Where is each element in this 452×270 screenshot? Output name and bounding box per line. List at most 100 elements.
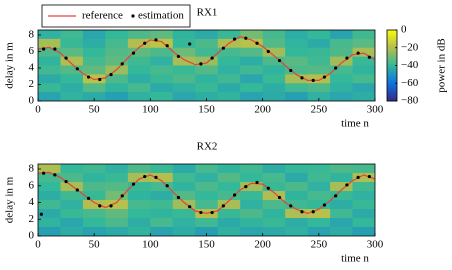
heatmap-cell <box>352 164 375 174</box>
estimation-point <box>345 56 349 60</box>
heatmap-cell <box>105 218 129 228</box>
heatmap-cell <box>262 47 286 58</box>
heatmap-cell <box>172 218 196 228</box>
heatmap-cell <box>307 227 331 236</box>
colorbar-step <box>387 74 397 77</box>
colorbar-step <box>387 53 397 56</box>
y-axis-label: delay in m <box>4 176 16 223</box>
legend-box <box>41 4 191 28</box>
heatmap-cell <box>38 30 61 40</box>
estimation-point <box>154 38 158 42</box>
heatmap-cell <box>195 30 219 40</box>
heatmap-cell <box>195 227 219 236</box>
heatmap-cell <box>285 164 309 174</box>
estimation-point <box>131 51 136 55</box>
heatmap-cell <box>262 65 286 75</box>
colorbar-step <box>387 61 397 65</box>
colorbar-step <box>387 83 397 86</box>
heatmap-cell <box>60 191 84 201</box>
estimation-point <box>131 182 136 186</box>
estimation-point <box>367 55 371 59</box>
estimation-point <box>98 204 102 208</box>
colorbar-step <box>387 31 397 34</box>
x-tick-label: 200 <box>254 239 271 251</box>
heatmap-cell <box>150 227 174 236</box>
estimation-point <box>176 195 181 200</box>
heatmap-cell <box>150 92 174 101</box>
colorbar-step <box>387 72 397 75</box>
heatmap-cell <box>240 30 264 40</box>
heatmap-cell <box>330 164 354 174</box>
heatmap-cell <box>240 209 264 219</box>
heatmap-cell <box>195 74 219 84</box>
heatmap-cell <box>240 164 264 174</box>
heatmap-cell <box>307 182 331 192</box>
heatmap-cell <box>217 209 241 219</box>
heatmap-cell <box>217 173 241 183</box>
estimation-point <box>367 174 371 179</box>
heatmap-cell <box>352 74 375 84</box>
heatmap-cell <box>330 209 354 219</box>
heatmap-cell <box>285 218 309 228</box>
estimation-point <box>75 67 79 71</box>
heatmap-cell <box>217 74 241 84</box>
colorbar-step <box>387 88 397 91</box>
colorbar-step <box>387 86 397 89</box>
estimation-point <box>109 204 113 208</box>
heatmap-cell <box>127 92 151 101</box>
legend-marker <box>131 14 135 18</box>
heatmap-cell <box>172 47 196 58</box>
heatmap-cell <box>82 92 106 101</box>
y-tick-label: 4 <box>29 196 35 208</box>
estimation-point <box>289 204 293 208</box>
heatmap-cell <box>307 209 331 219</box>
estimation-point <box>221 204 225 208</box>
colorbar-tick-label: −60 <box>401 77 419 89</box>
heatmap-cell <box>352 65 375 75</box>
heatmap-cell <box>285 200 309 210</box>
colorbar-step <box>387 81 397 84</box>
plot-area <box>38 164 375 236</box>
colorbar-step <box>387 35 397 38</box>
heatmap-cell <box>172 56 196 66</box>
estimation-point <box>39 212 43 216</box>
colorbar-step <box>387 38 397 42</box>
heatmap-cell <box>285 209 309 219</box>
heatmap-cell <box>127 74 151 84</box>
estimation-point <box>356 175 360 179</box>
heatmap-cell <box>105 74 129 84</box>
estimation-point <box>277 195 282 200</box>
colorbar-step <box>387 58 397 61</box>
x-tick-label: 100 <box>142 239 159 251</box>
reference-line <box>38 35 375 81</box>
heatmap-cell <box>105 209 129 219</box>
heatmap-cell <box>150 191 174 201</box>
y-tick-label: 0 <box>29 95 35 107</box>
heatmap-cell <box>60 182 84 192</box>
colorbar-step <box>387 76 397 79</box>
heatmap-cell <box>352 182 375 192</box>
heatmap-cell <box>127 56 151 66</box>
x-tick-label: 150 <box>198 239 215 251</box>
heatmap-cell <box>150 30 174 40</box>
estimation-point <box>255 180 259 185</box>
heatmap-cell <box>60 227 84 236</box>
x-tick-label: 0 <box>35 239 41 251</box>
heatmap-cell <box>240 74 264 84</box>
colorbar-step <box>387 99 397 102</box>
colorbar-step <box>387 97 397 100</box>
estimation-point <box>75 188 79 192</box>
heatmap-cell <box>352 191 375 201</box>
heatmap-cell <box>307 191 331 201</box>
heatmap-cell <box>285 47 309 58</box>
estimation-point <box>244 185 248 189</box>
heatmap-cell <box>217 83 241 93</box>
estimation-point <box>53 47 57 51</box>
heatmap-cell <box>195 56 219 66</box>
heatmap-cell <box>172 65 196 75</box>
heatmap-cell <box>240 65 264 75</box>
heatmap-cell <box>127 200 151 210</box>
estimation-point <box>143 174 147 179</box>
estimation-point <box>86 75 91 79</box>
heatmap-cell <box>150 47 174 58</box>
